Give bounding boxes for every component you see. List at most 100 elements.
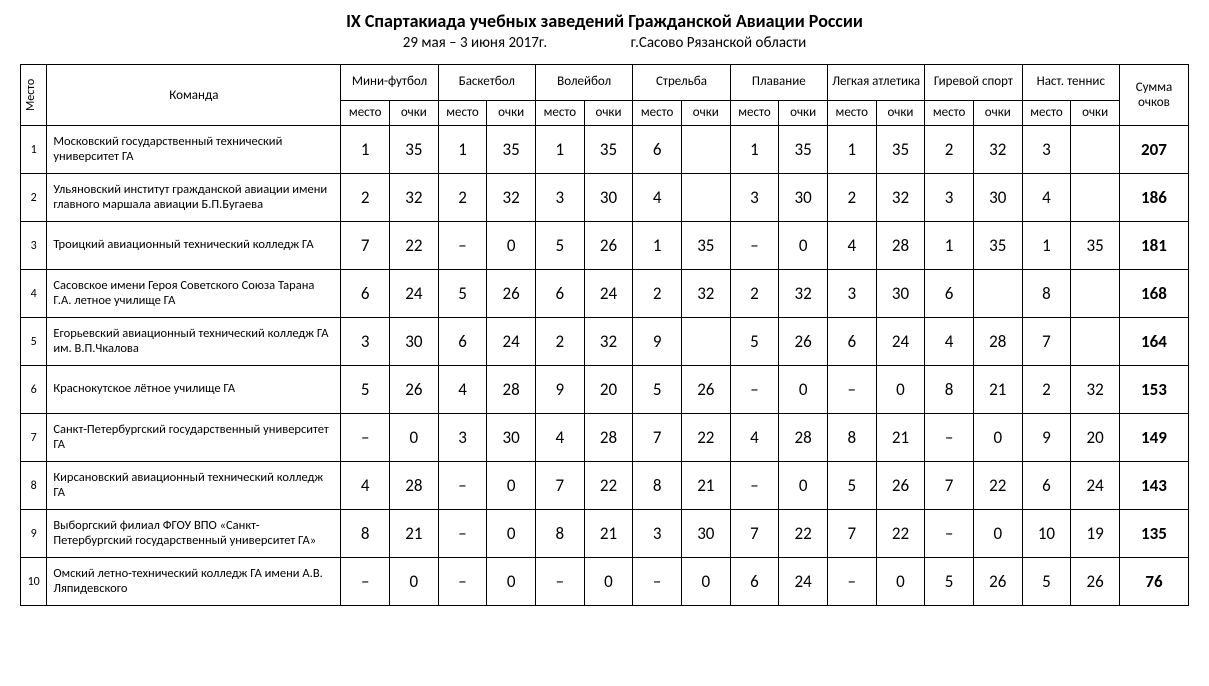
- data-cell: 6: [730, 558, 779, 606]
- data-cell: 7: [1022, 318, 1071, 366]
- data-cell: 7: [341, 222, 390, 270]
- data-cell: 35: [1071, 222, 1120, 270]
- col-sport-5: Легкая атлетика: [827, 65, 924, 101]
- data-cell: 26: [1071, 558, 1120, 606]
- col-place-header: Место: [21, 65, 47, 126]
- data-cell: 4: [1022, 174, 1071, 222]
- data-cell: 32: [779, 270, 828, 318]
- data-cell: 32: [1071, 366, 1120, 414]
- row-place: 2: [21, 174, 47, 222]
- data-cell: 8: [633, 462, 682, 510]
- data-cell: 4: [633, 174, 682, 222]
- data-cell: 5: [1022, 558, 1071, 606]
- data-cell: 1: [925, 222, 974, 270]
- data-cell: 6: [438, 318, 487, 366]
- page-subtitle: 29 мая – 3 июня 2017г. г.Сасово Рязанско…: [20, 34, 1189, 52]
- col-sport-2: Волейбол: [536, 65, 633, 101]
- row-total: 149: [1119, 414, 1188, 462]
- data-cell: 24: [584, 270, 633, 318]
- data-cell: 24: [779, 558, 828, 606]
- results-table: Место Команда Мини-футбол Баскетбол Воле…: [20, 64, 1189, 606]
- data-cell: 10: [1022, 510, 1071, 558]
- data-cell: 3: [633, 510, 682, 558]
- row-team: Кирсановский авиационный технический кол…: [47, 462, 341, 510]
- data-cell: 8: [1022, 270, 1071, 318]
- data-cell: –: [341, 558, 390, 606]
- data-cell: 0: [876, 558, 925, 606]
- sub-place-header: место: [1022, 100, 1071, 125]
- data-cell: 35: [390, 126, 439, 174]
- table-row: 4Сасовское имени Героя Советского Союза …: [21, 270, 1189, 318]
- row-total: 76: [1119, 558, 1188, 606]
- sub-place-header: место: [633, 100, 682, 125]
- data-cell: 8: [925, 366, 974, 414]
- data-cell: –: [730, 366, 779, 414]
- row-place: 8: [21, 462, 47, 510]
- row-team: Егорьевский авиационный технический колл…: [47, 318, 341, 366]
- data-cell: 0: [390, 414, 439, 462]
- row-place: 5: [21, 318, 47, 366]
- sub-points-header: очки: [390, 100, 439, 125]
- data-cell: 1: [438, 126, 487, 174]
- col-sport-3: Стрельба: [633, 65, 730, 101]
- data-cell: 3: [827, 270, 876, 318]
- data-cell: 3: [1022, 126, 1071, 174]
- data-cell: 22: [681, 414, 730, 462]
- col-sport-4: Плавание: [730, 65, 827, 101]
- data-cell: –: [827, 366, 876, 414]
- data-cell: 21: [584, 510, 633, 558]
- row-total: 164: [1119, 318, 1188, 366]
- data-cell: 24: [876, 318, 925, 366]
- data-cell: 35: [973, 222, 1022, 270]
- data-cell: 30: [390, 318, 439, 366]
- row-place: 6: [21, 366, 47, 414]
- data-cell: 0: [779, 462, 828, 510]
- data-cell: 24: [1071, 462, 1120, 510]
- col-total-header: Сумма очков: [1119, 65, 1188, 126]
- data-cell: 9: [536, 366, 585, 414]
- data-cell: 24: [487, 318, 536, 366]
- data-cell: 2: [925, 126, 974, 174]
- data-cell: 22: [779, 510, 828, 558]
- data-cell: 32: [584, 318, 633, 366]
- data-cell: 0: [584, 558, 633, 606]
- row-team: Выборгский филиал ФГОУ ВПО «Санкт-Петерб…: [47, 510, 341, 558]
- data-cell: 5: [536, 222, 585, 270]
- data-cell: 7: [536, 462, 585, 510]
- data-cell: 2: [730, 270, 779, 318]
- data-cell: 28: [973, 318, 1022, 366]
- data-cell: 4: [730, 414, 779, 462]
- subtitle-location: г.Сасово Рязанской области: [631, 34, 807, 52]
- data-cell: 30: [779, 174, 828, 222]
- data-cell: 1: [1022, 222, 1071, 270]
- data-cell: 32: [973, 126, 1022, 174]
- sub-place-header: место: [438, 100, 487, 125]
- row-total: 153: [1119, 366, 1188, 414]
- data-cell: [1071, 126, 1120, 174]
- data-cell: 20: [584, 366, 633, 414]
- table-row: 6Краснокутское лётное училище ГА52642892…: [21, 366, 1189, 414]
- data-cell: [973, 270, 1022, 318]
- data-cell: 24: [390, 270, 439, 318]
- data-cell: –: [827, 558, 876, 606]
- data-cell: 0: [973, 510, 1022, 558]
- data-cell: 1: [536, 126, 585, 174]
- row-total: 135: [1119, 510, 1188, 558]
- sub-place-header: место: [730, 100, 779, 125]
- data-cell: –: [438, 222, 487, 270]
- data-cell: 8: [536, 510, 585, 558]
- data-cell: –: [341, 414, 390, 462]
- table-row: 9Выборгский филиал ФГОУ ВПО «Санкт-Петер…: [21, 510, 1189, 558]
- data-cell: 1: [341, 126, 390, 174]
- data-cell: 2: [341, 174, 390, 222]
- data-cell: 0: [681, 558, 730, 606]
- data-cell: –: [438, 462, 487, 510]
- data-cell: 35: [681, 222, 730, 270]
- data-cell: 22: [584, 462, 633, 510]
- sub-points-header: очки: [681, 100, 730, 125]
- data-cell: 0: [390, 558, 439, 606]
- data-cell: [1071, 318, 1120, 366]
- data-cell: 5: [633, 366, 682, 414]
- data-cell: 30: [681, 510, 730, 558]
- data-cell: 28: [876, 222, 925, 270]
